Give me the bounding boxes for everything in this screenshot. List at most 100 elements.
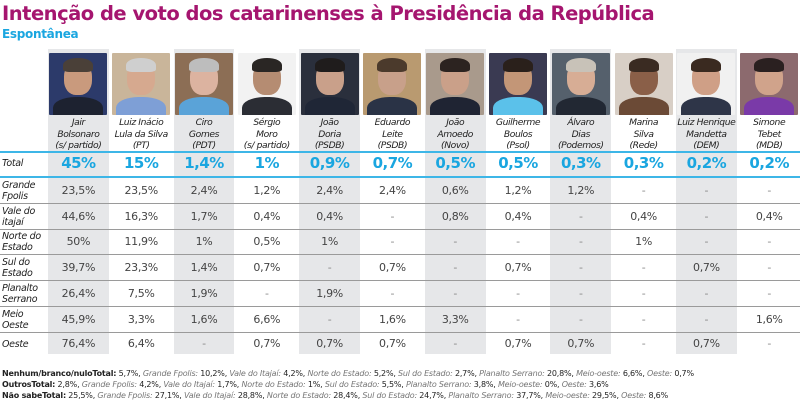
region-value: - [641,184,646,198]
footer-region: Planalto Serrano: [479,369,545,378]
row-divider [0,229,800,230]
photo-hair [691,58,722,72]
region-value: 23,5% [124,184,158,198]
row-divider [0,176,800,178]
photo-body [367,97,418,115]
candidate-name: Ciro Gomes (PDT) [173,117,235,152]
row-label: Meio Oeste [2,309,29,331]
region-value: 1,9% [316,287,343,301]
footer-region-value: 8,6% [648,391,668,400]
footer-region-value: 0% [544,380,558,389]
row-label-line1: Norte do [2,231,41,242]
region-value: - [516,313,520,327]
candidate-line1: Luiz Henrique [677,117,736,128]
region-value: 0,7% [693,337,720,351]
footer-title: Outros [2,380,32,389]
row-label-line1: Total [2,157,24,169]
photo-marina [614,53,673,115]
footer-region: Meio-oeste: [545,391,590,400]
footer-region: Norte do Estado: [266,391,331,400]
candidate-line1: Sérgio [253,117,281,128]
photo-hair [314,58,345,72]
region-value: - [453,261,458,275]
region-value: 0,7% [253,261,281,275]
region-value: 0,7% [253,337,281,351]
row-divider [0,306,800,307]
candidate-line2: Dias [571,128,591,140]
region-value: 0,7% [379,261,406,275]
region-value: 1,6% [190,313,218,327]
region-value: 2,4% [379,184,406,198]
photo-body [430,97,481,115]
candidate-name: Luiz Henrique Mandetta (DEM) [675,117,737,152]
candidate-line2: Mandetta [686,128,727,140]
candidate-line1: Álvaro [567,117,595,128]
photo-lula [112,53,171,115]
photo-hair [126,58,157,72]
row-label: Norte do Estado [2,231,41,253]
region-value: - [327,261,332,275]
row-label-line2: Oeste [2,320,29,331]
footer-region: Meio-oeste: [576,369,621,378]
candidate-name: João Doria (PSDB) [299,117,361,152]
region-value: - [516,287,520,301]
region-value: - [327,313,332,327]
region-value: - [453,337,458,351]
candidate-party: (PSDB) [314,140,345,151]
region-value: - [641,287,646,301]
region-value: 1,6% [379,313,406,327]
region-value: 50% [66,235,91,249]
page-title: Intenção de voto dos catarinenses à Pres… [2,2,655,25]
region-value: - [767,337,772,351]
region-value: 1,2% [253,184,281,198]
region-value: 23,3% [124,261,158,275]
candidate-line1: Marina [629,117,659,128]
row-label-line1: Vale do [2,205,35,217]
footer-region-value: 6,6% [622,369,643,378]
candidate-party: (Novo) [441,140,470,151]
candidate-party: (PDT) [192,140,216,151]
candidate-name: Álvaro Dias (Podemos) [550,117,612,152]
candidate-name: Luiz Inácio Lula da Silva (PT) [110,117,172,152]
footer-title: Nenhum/branco/nulo [2,369,93,378]
total-value: 0,5% [435,154,475,172]
footer-region-value: 4,2% [283,369,303,378]
photo-hair [377,58,408,72]
photo-hair [565,58,596,72]
region-value: 11,9% [124,235,158,249]
row-label-line2: Fpolis [2,191,28,202]
footer-line: Nenhum/branco/nuloTotal: 5,7%, Grande Fp… [2,369,694,378]
region-value: 1,4% [190,261,218,275]
candidate-name: Simone Tebet (MDB) [738,117,800,152]
candidate-line2: Moro [256,128,278,140]
footer-region: Grande Fpolis: [81,380,137,389]
photo-boulos [489,53,547,115]
candidate-line2: Boulos [503,128,533,140]
row-label-line2: Serrano [2,294,38,305]
candidate-line1: Luiz Inácio [119,117,164,128]
photo-body [304,97,355,115]
footer-region: Oeste: [561,380,587,389]
footer-region: Vale do Itajaí: [229,369,281,378]
total-value: 0,7% [372,154,413,172]
candidate-line2: Bolsonaro [57,128,100,140]
total-value: 0,3% [560,154,601,172]
region-value: - [516,235,520,249]
footer-total-label: Total: [42,391,66,400]
candidate-party: (s/ partido) [55,140,102,151]
region-value: 1,9% [190,287,218,301]
photo-body [744,97,795,115]
region-value: - [578,261,583,275]
candidate-name: Jair Bolsonaro (s/ partido) [47,117,109,152]
region-value: - [767,184,772,198]
footer-region-value: 28,8% [237,391,263,400]
region-value: 0,6% [441,184,469,198]
region-value: 16,3% [124,209,158,223]
photo-body [681,97,732,115]
photo-moro [237,53,296,115]
row-label: Oeste [2,339,29,350]
region-value: - [767,235,772,249]
row-label-line1: Grande [2,180,36,191]
row-label: Grande Fpolis [2,180,35,202]
region-value: 0,7% [316,337,343,351]
